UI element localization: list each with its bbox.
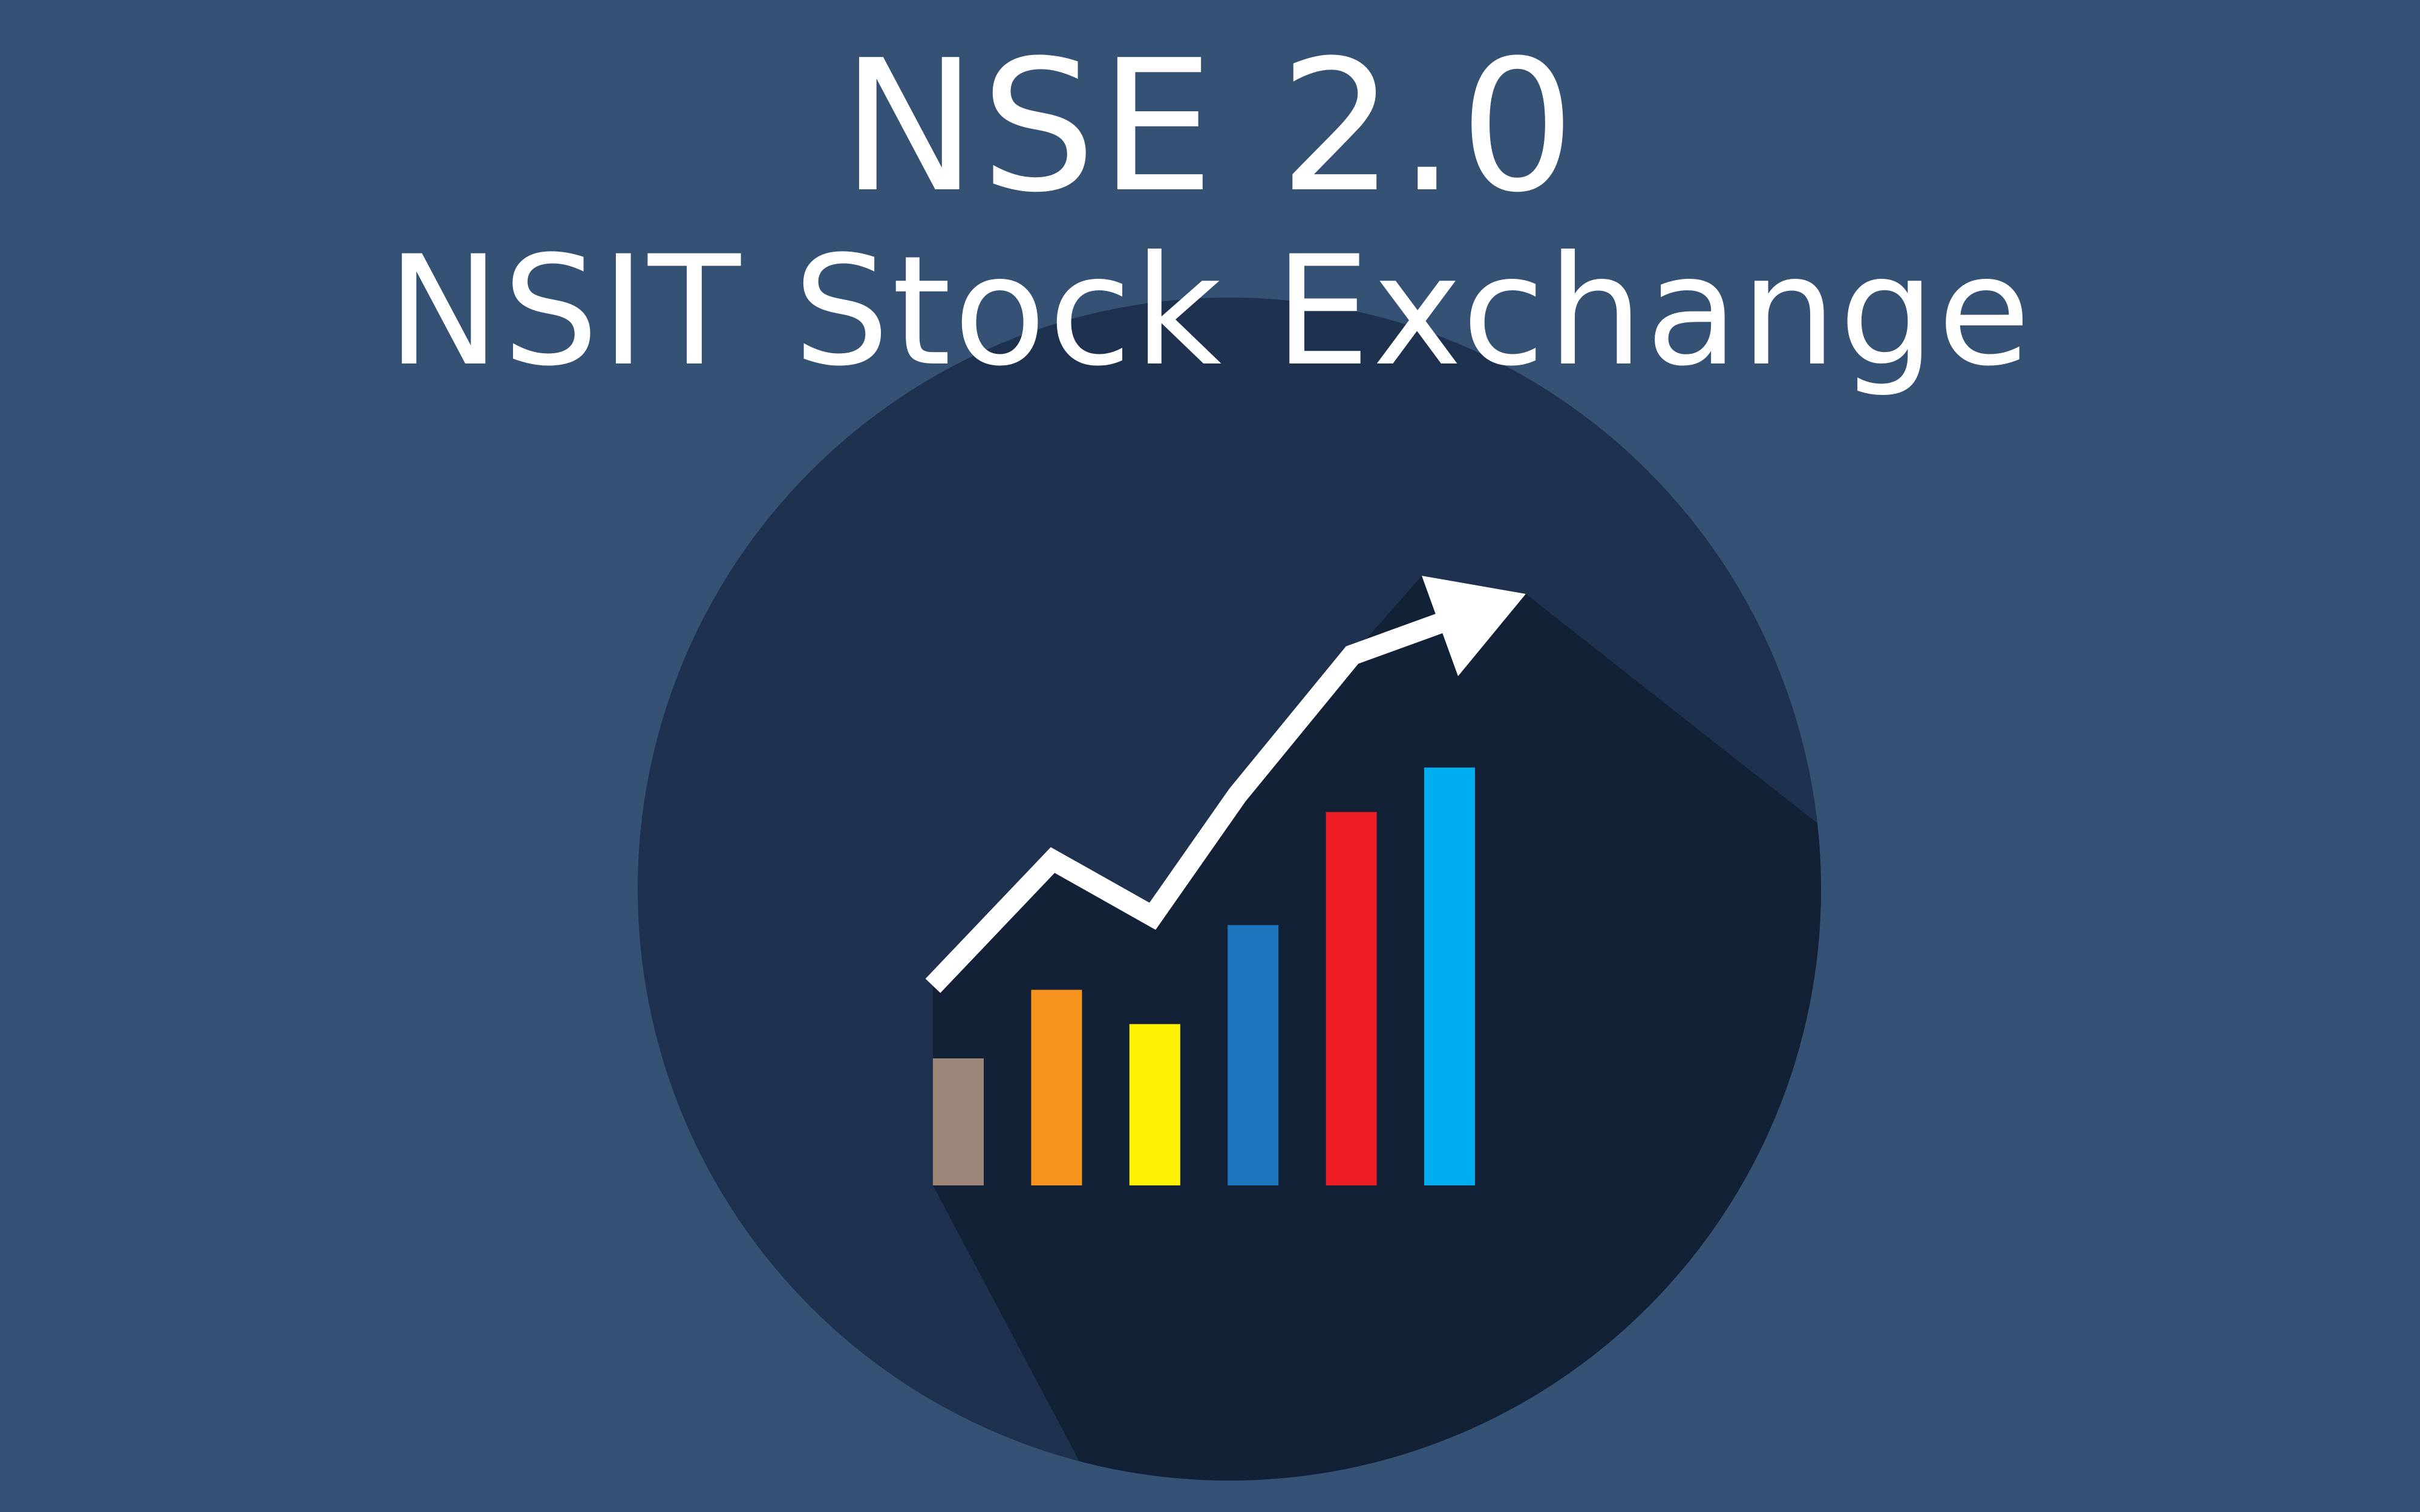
bar-2 [1031,989,1082,1185]
bar-6 [1424,767,1475,1185]
bar-5 [1326,812,1377,1185]
bar-3 [1129,1024,1180,1185]
bar-1 [933,1058,984,1185]
bar-series [933,767,1475,1185]
long-shadow [933,576,1821,1481]
trend-line [925,610,1453,993]
trend-arrow-icon [925,576,1526,993]
page-subtitle: NSIT Stock Exchange [387,223,2033,399]
bar-4 [1228,925,1279,1185]
page-title: NSE 2.0 [841,21,1579,232]
arrow-head-icon [1422,576,1526,676]
